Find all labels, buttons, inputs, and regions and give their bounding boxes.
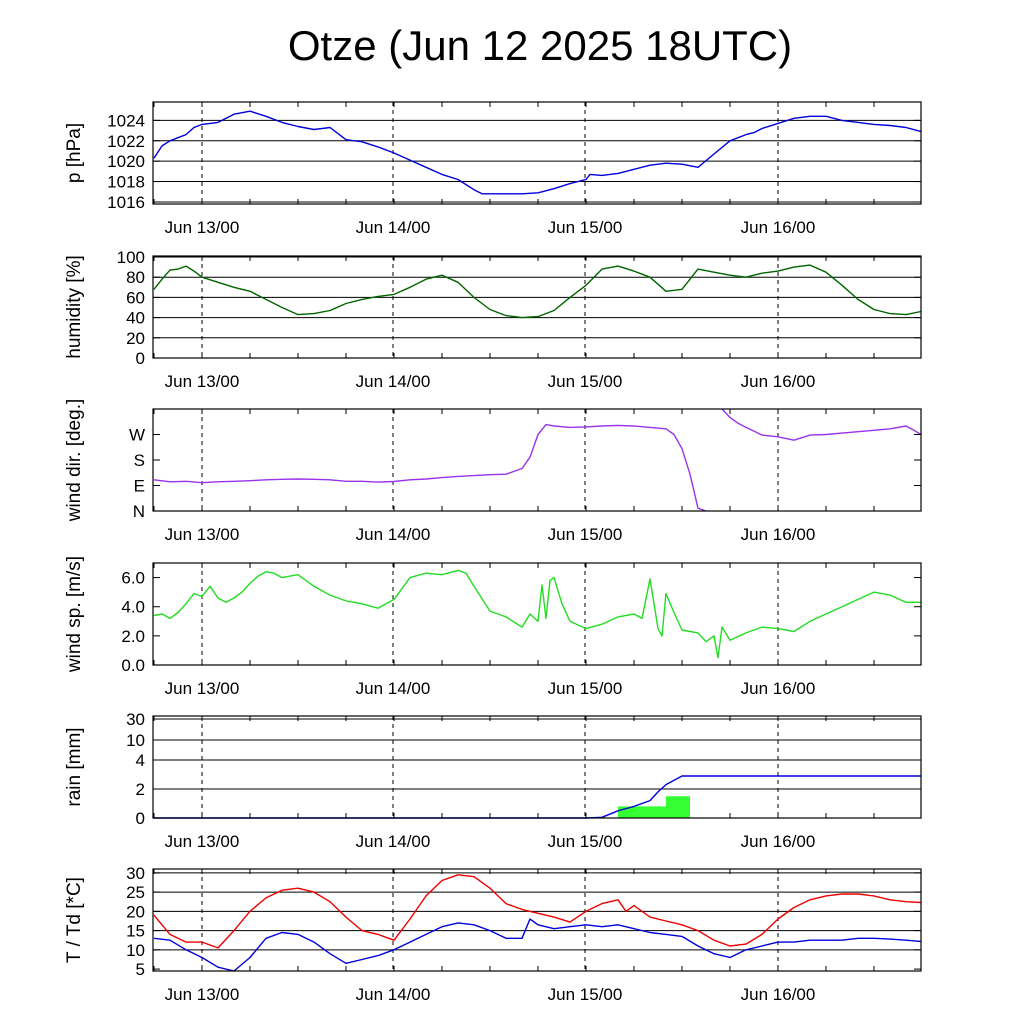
y-tick-label: W [129, 426, 145, 445]
y-tick-label: 25 [126, 883, 145, 902]
y-tick-label: 40 [126, 309, 145, 328]
y-tick-label: 30 [126, 710, 145, 729]
x-tick-label: Jun 15/00 [548, 525, 623, 544]
y-axis-label: rain [mm] [64, 727, 85, 806]
x-tick-label: Jun 13/00 [165, 525, 240, 544]
y-tick-label: 6.0 [121, 569, 145, 588]
y-tick-label: 100 [117, 248, 145, 267]
y-tick-label: E [134, 477, 145, 496]
y-axis-label: p [hPa] [64, 123, 85, 183]
series-line-1 [153, 423, 707, 512]
panel-5: 0 2 410 30 rain [mm] Jun 13/00 Jun 14/00 Jun 15… [64, 710, 922, 851]
x-tick-label: Jun 15/00 [548, 218, 623, 237]
x-tick-label: Jun 13/00 [165, 832, 240, 851]
x-tick-label: Jun 13/00 [165, 679, 240, 698]
y-tick-label: 0 [136, 349, 145, 368]
panel-4: 0.0 2.0 4.0 6.0 wind sp. [m/s] Jun 13/00 Jun 1… [64, 556, 922, 698]
y-tick-label: 1016 [107, 193, 145, 212]
y-tick-label: 20 [126, 902, 145, 921]
y-tick-label: N [133, 502, 145, 521]
x-tick-label: Jun 14/00 [356, 218, 431, 237]
y-tick-label: 2 [136, 780, 145, 799]
rain-bar [666, 796, 690, 818]
y-axis-label: wind dir. [deg.] [64, 399, 85, 523]
y-tick-label: 5 [136, 960, 145, 979]
series-line-2 [153, 918, 922, 972]
x-tick-label: Jun 14/00 [356, 985, 431, 1004]
plot-frame [152, 101, 922, 205]
y-axis-label: wind sp. [m/s] [64, 556, 85, 673]
series-line-1 [153, 110, 922, 195]
x-tick-label: Jun 14/00 [356, 832, 431, 851]
plot-frame [152, 715, 922, 819]
plot-frame [152, 408, 922, 512]
x-tick-label: Jun 14/00 [356, 372, 431, 391]
plot-frame [152, 255, 922, 359]
y-tick-label: 30 [126, 864, 145, 883]
y-tick-label: 4 [136, 751, 145, 770]
x-tick-label: Jun 16/00 [741, 372, 816, 391]
y-axis-label: T / Td [*C] [64, 877, 85, 963]
x-tick-label: Jun 16/00 [741, 832, 816, 851]
x-tick-label: Jun 13/00 [165, 372, 240, 391]
y-tick-label: S [134, 451, 145, 470]
series-line-2 [721, 408, 922, 441]
rain-bar [618, 806, 666, 818]
y-tick-label: 1020 [107, 152, 145, 171]
y-tick-label: 0.0 [121, 656, 145, 675]
y-tick-label: 1022 [107, 132, 145, 151]
chart-title: Otze (Jun 12 2025 18UTC) [287, 22, 793, 69]
series-line-1 [153, 569, 921, 659]
y-tick-label: 1024 [107, 111, 145, 130]
plot-frame [152, 562, 922, 666]
x-tick-label: Jun 14/00 [356, 679, 431, 698]
y-tick-label: 2.0 [121, 627, 145, 646]
x-tick-label: Jun 15/00 [548, 372, 623, 391]
y-tick-label: 4.0 [121, 598, 145, 617]
x-tick-label: Jun 16/00 [741, 525, 816, 544]
x-tick-label: Jun 16/00 [741, 679, 816, 698]
y-tick-label: 60 [126, 288, 145, 307]
y-tick-label: 20 [126, 329, 145, 348]
y-tick-label: 1018 [107, 173, 145, 192]
series-line-1 [153, 874, 922, 949]
y-tick-label: 0 [136, 809, 145, 828]
x-tick-label: Jun 16/00 [741, 218, 816, 237]
x-tick-label: Jun 16/00 [741, 985, 816, 1004]
plot-frame [152, 868, 922, 972]
x-tick-label: Jun 14/00 [356, 525, 431, 544]
y-tick-label: 10 [126, 941, 145, 960]
y-tick-label: 10 [126, 731, 145, 750]
series-line-1 [154, 775, 921, 819]
y-axis-label: humidity [%] [64, 255, 85, 358]
x-tick-label: Jun 15/00 [548, 985, 623, 1004]
x-tick-label: Jun 13/00 [165, 218, 240, 237]
y-tick-label: 15 [126, 922, 145, 941]
x-tick-label: Jun 15/00 [548, 679, 623, 698]
x-tick-label: Jun 15/00 [548, 832, 623, 851]
y-tick-label: 80 [126, 268, 145, 287]
x-tick-label: Jun 13/00 [165, 985, 240, 1004]
series-line-1 [153, 264, 922, 319]
